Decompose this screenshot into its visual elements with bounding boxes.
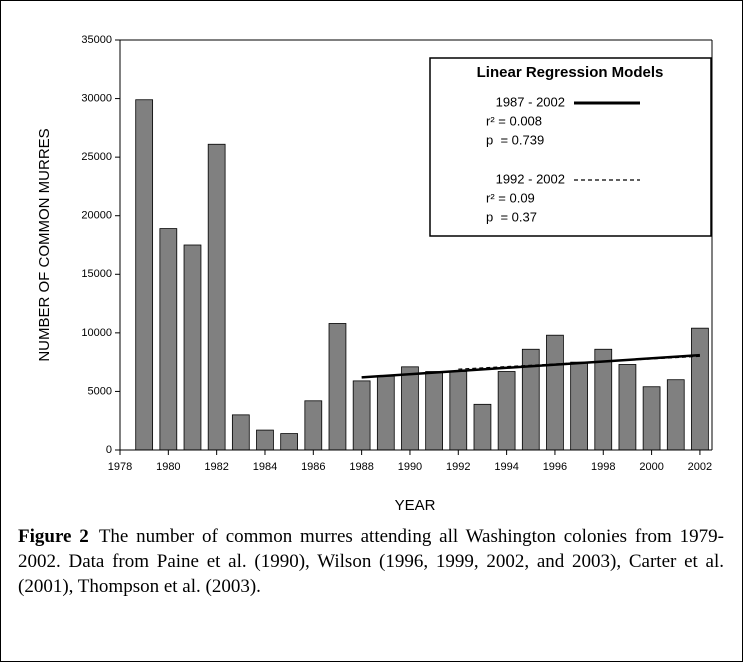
x-tick-label: 1978	[108, 461, 132, 473]
bar	[183, 244, 202, 451]
x-tick-label: 1980	[156, 461, 180, 473]
bar	[304, 400, 323, 451]
bar	[376, 375, 395, 451]
legend-r2: r² = 0.09	[486, 190, 535, 205]
caption-text: The number of common murres attending al…	[18, 526, 724, 597]
legend-label: 1992 - 2002	[496, 171, 565, 186]
legend-p: p = 0.739	[486, 132, 544, 147]
bar	[231, 414, 250, 451]
legend-title: Linear Regression Models	[477, 64, 664, 81]
y-tick-label: 5000	[88, 385, 112, 397]
bar	[352, 380, 371, 451]
bar	[691, 327, 709, 451]
x-tick-label: 2000	[639, 461, 663, 473]
bar	[449, 371, 468, 451]
x-axis-title: YEAR	[395, 497, 436, 514]
x-tick-label: 1990	[398, 461, 422, 473]
bar	[666, 379, 685, 451]
x-tick-label: 1998	[591, 461, 615, 473]
y-tick-label: 35000	[81, 34, 112, 46]
caption-label: Figure 2	[18, 526, 89, 547]
y-tick-label: 25000	[81, 151, 112, 163]
x-tick-label: 1988	[349, 461, 373, 473]
regression-line	[458, 355, 700, 370]
bar	[401, 366, 419, 451]
x-tick-label: 1992	[446, 461, 470, 473]
x-tick-label: 1986	[301, 461, 325, 473]
y-tick-label: 10000	[81, 327, 112, 339]
bar	[256, 429, 274, 451]
bar	[521, 348, 540, 451]
legend-p: p = 0.37	[486, 209, 537, 224]
bar	[328, 323, 347, 451]
bar	[135, 99, 154, 451]
x-tick-label: 1982	[204, 461, 228, 473]
bar	[159, 228, 178, 451]
bar	[642, 386, 661, 451]
y-tick-label: 20000	[81, 210, 112, 222]
bar	[207, 143, 226, 451]
caption: Figure 2 The number of common murres atte…	[18, 524, 724, 599]
bar	[546, 334, 564, 451]
legend-box	[429, 57, 712, 237]
legend-label: 1987 - 2002	[496, 94, 565, 109]
bar	[280, 433, 298, 451]
y-axis-title: NUMBER OF COMMON MURRES	[36, 128, 53, 361]
x-tick-label: 1994	[494, 461, 518, 473]
x-tick-label: 2002	[688, 461, 712, 473]
bar	[594, 348, 613, 451]
bar	[473, 403, 492, 451]
y-tick-label: 0	[106, 444, 112, 456]
bar	[497, 371, 516, 451]
y-tick-label: 30000	[81, 92, 112, 104]
bar	[570, 361, 588, 451]
bar	[425, 371, 443, 451]
y-tick-label: 15000	[81, 268, 112, 280]
x-tick-label: 1984	[253, 461, 277, 473]
x-tick-label: 1996	[543, 461, 567, 473]
legend-r2: r² = 0.008	[486, 113, 542, 128]
bar	[618, 364, 637, 451]
